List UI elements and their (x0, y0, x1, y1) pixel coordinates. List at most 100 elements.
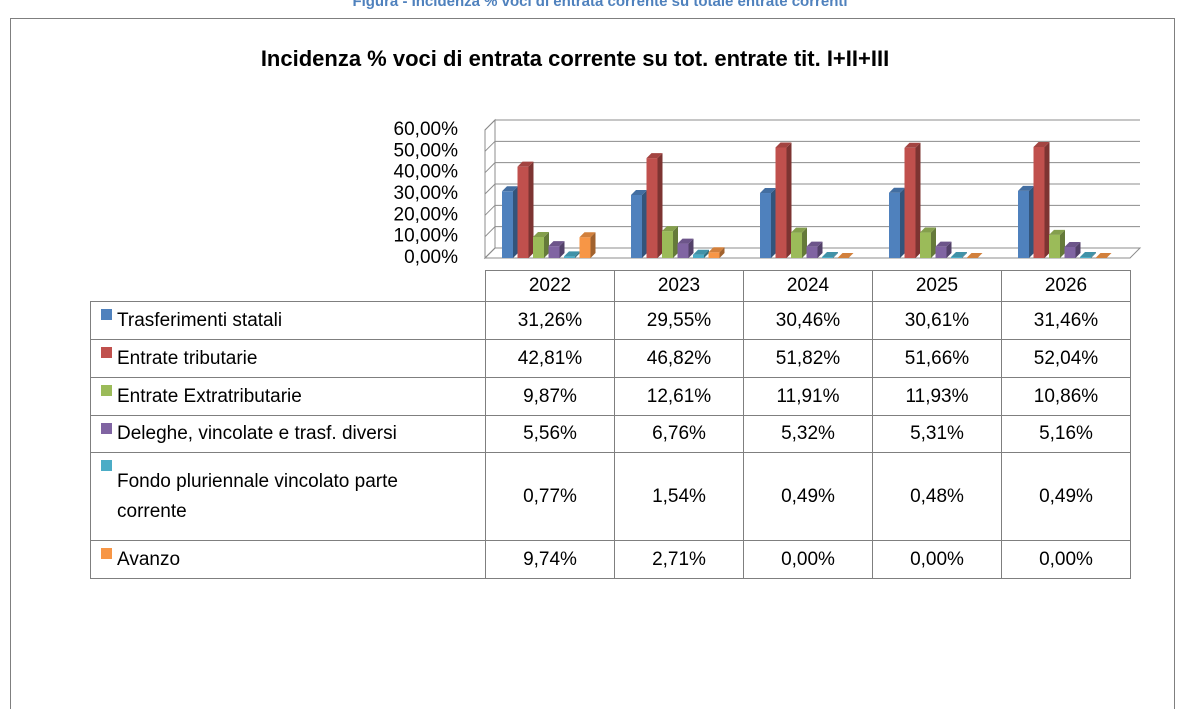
table-value: 30,46% (743, 301, 873, 340)
bar-top (579, 232, 596, 238)
chart-frame (10, 18, 1175, 709)
bar-top (966, 253, 983, 258)
grid-line (484, 162, 1140, 174)
bar-front (806, 246, 818, 258)
bar-front (662, 231, 673, 258)
bar-top (1095, 253, 1112, 258)
table-value: 51,82% (743, 339, 873, 378)
bar-top (533, 231, 549, 237)
x-tick-label: 2026 (1001, 270, 1131, 302)
bar-front (760, 193, 771, 258)
bar-top (1033, 141, 1050, 147)
bar-side (673, 226, 678, 258)
table-value: 5,56% (485, 415, 615, 453)
grid-line (484, 119, 1140, 131)
x-tick-label: 2022 (485, 270, 615, 302)
bar-top (1018, 185, 1034, 191)
bar-front (533, 236, 544, 258)
bar-side (544, 231, 549, 258)
legend-entry: Entrate tributarie (90, 339, 486, 378)
table-value: 0,00% (1001, 540, 1131, 579)
bar-side (575, 251, 580, 258)
table-value: 11,91% (743, 377, 873, 416)
bar-front (548, 246, 560, 258)
table-value: 0,48% (872, 452, 1002, 541)
bar-top (935, 241, 952, 247)
legend-entry: Entrate Extratributarie (90, 377, 486, 416)
legend-label: Avanzo (117, 548, 181, 570)
legend-label: Entrate tributarie (117, 347, 258, 369)
grid-line (484, 183, 1140, 195)
bar-side (688, 238, 694, 258)
y-tick-label: 50,00% (394, 140, 459, 161)
bar-side (590, 232, 596, 258)
x-tick-label: 2023 (614, 270, 744, 302)
bar-side (642, 189, 647, 258)
legend-entry: Fondo pluriennale vincolato parte corren… (90, 452, 486, 541)
bar-side (528, 161, 534, 258)
bar-front (920, 232, 931, 258)
y-tick-label: 30,00% (394, 183, 459, 204)
bar-side (802, 227, 807, 258)
y-tick-label: 40,00% (394, 162, 459, 183)
bar-top (646, 153, 663, 159)
bar-top (1049, 229, 1065, 235)
bar-side (719, 247, 725, 258)
table-value: 5,16% (1001, 415, 1131, 453)
table-value: 52,04% (1001, 339, 1131, 378)
bar-front (775, 147, 787, 258)
legend-label: Trasferimenti statali (117, 309, 283, 331)
chart-title: Incidenza % voci di entrata corrente su … (261, 46, 889, 71)
bar-top (775, 142, 792, 148)
bar-top (889, 187, 905, 193)
y-tick-label: 20,00% (394, 204, 459, 225)
table-value: 0,00% (872, 540, 1002, 579)
bar-side (1060, 229, 1065, 258)
bar-top (548, 241, 565, 247)
bar-front (677, 243, 689, 258)
legend-swatch (101, 548, 112, 560)
bar-top (822, 251, 838, 257)
legend-label: Fondo pluriennale vincolato parte corren… (117, 470, 398, 522)
x-tick-label: 2025 (872, 270, 1002, 302)
legend-entry: Trasferimenti statali (90, 301, 486, 340)
bar-side (513, 186, 518, 258)
bar-front (708, 252, 720, 258)
y-tick-label: 10,00% (394, 226, 459, 247)
y-tick-label: 0,00% (404, 247, 458, 268)
table-value: 11,93% (872, 377, 1002, 416)
legend-swatch (101, 385, 112, 397)
grid-line (484, 140, 1140, 152)
table-value: 1,54% (614, 452, 744, 541)
bar-front (1018, 190, 1029, 258)
bar-front (646, 158, 658, 258)
bar-front (579, 237, 591, 258)
table-value: 29,55% (614, 301, 744, 340)
legend-swatch (101, 423, 112, 435)
bar-front (1080, 256, 1091, 258)
bar-top (1080, 251, 1096, 257)
bar-side (946, 241, 952, 258)
bar-top (920, 227, 936, 233)
bar-front (904, 147, 916, 258)
bar-top (693, 249, 709, 255)
bar-front (1064, 246, 1076, 258)
table-value: 6,76% (614, 415, 744, 453)
bar-side (817, 241, 823, 258)
bar-side (1075, 241, 1081, 258)
bar-top (760, 188, 776, 194)
bar-side (1044, 141, 1050, 258)
bar-top (662, 226, 678, 232)
bar-top (502, 186, 518, 192)
table-value: 0,49% (743, 452, 873, 541)
legend-swatch (101, 309, 112, 321)
bar-front (822, 256, 833, 258)
bar-top (631, 189, 647, 195)
bar-front (502, 191, 513, 258)
table-value: 30,61% (872, 301, 1002, 340)
bar-side (1029, 185, 1034, 258)
bar-side (900, 187, 905, 258)
bar-top (951, 251, 967, 257)
table-value: 31,26% (485, 301, 615, 340)
